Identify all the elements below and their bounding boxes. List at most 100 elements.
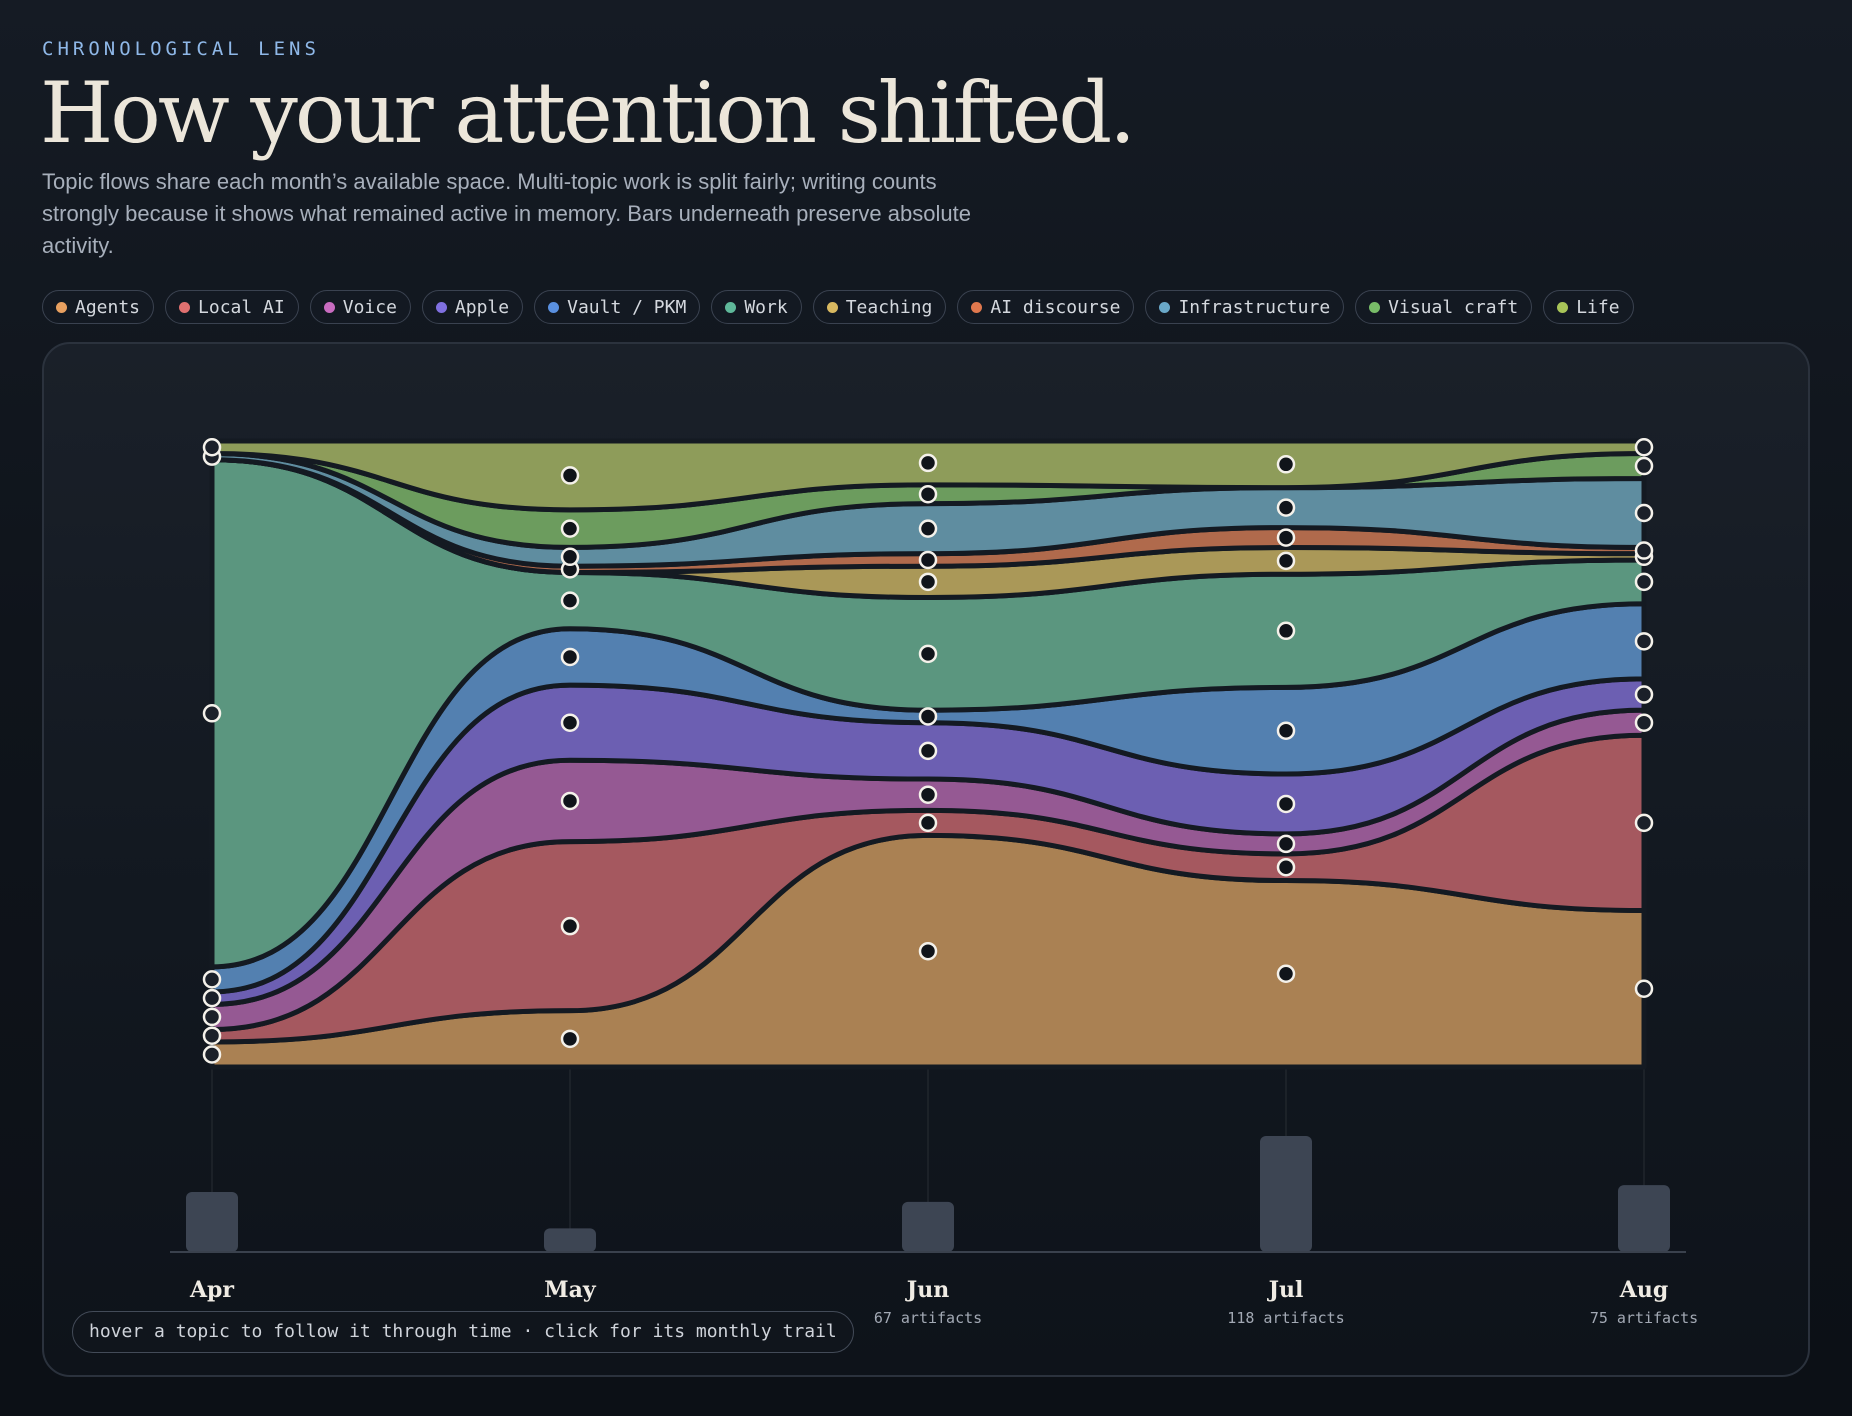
activity-bar-jul[interactable] [1260,1136,1312,1252]
marker-vault-pkm-jun[interactable] [918,707,938,726]
month-label-apr: Apr [189,1277,234,1303]
marker-work-aug[interactable] [1634,572,1654,592]
activity-bar-jun[interactable] [902,1201,954,1252]
marker-apple-jun[interactable] [918,741,938,761]
legend-chip-work[interactable]: Work [711,290,802,324]
legend-label: Life [1576,296,1620,318]
legend-label: Work [744,296,788,318]
marker-infrastructure-aug[interactable] [1634,503,1654,523]
marker-infrastructure-jun[interactable] [918,519,938,538]
streamgraph-chart: Apr May Jun 67 artifacts Jul 118 artifacts Aug… [170,438,1698,1327]
legend-dot-icon [826,301,838,313]
month-labels: Apr May Jun 67 artifacts Jul 118 artifacts Aug… [189,1277,1698,1327]
legend-dot-icon [1557,301,1569,313]
marker-visual-craft-aug[interactable] [1634,456,1654,476]
page-subtitle: Topic flows share each month’s available… [42,169,971,258]
legend-label: Voice [342,296,397,318]
marker-apple-jul[interactable] [1276,794,1296,814]
legend-label: Infrastructure [1178,296,1331,318]
marker-life-jun[interactable] [918,453,938,473]
marker-ai-discourse-aug[interactable] [1634,541,1654,560]
marker-visual-craft-jun[interactable] [918,484,938,504]
legend-dot-icon [725,301,737,313]
marker-life-apr[interactable] [202,438,222,457]
interaction-hint: hover a topic to follow it through time … [72,1311,854,1353]
marker-work-jun[interactable] [918,644,938,664]
marker-work-apr[interactable] [202,704,222,723]
month-label-aug: Aug [1619,1277,1668,1303]
activity-bar-may[interactable] [544,1228,596,1252]
artifact-count-jul: 118 artifacts [1227,1309,1344,1327]
marker-ai-discourse-jun[interactable] [918,550,938,570]
marker-apple-aug[interactable] [1634,685,1654,704]
marker-vault-pkm-aug[interactable] [1634,632,1654,651]
marker-agents-aug[interactable] [1634,979,1654,998]
marker-local-ai-jul[interactable] [1276,857,1296,877]
legend-dot-icon [435,301,447,313]
artifact-count-aug: 75 artifacts [1590,1309,1698,1327]
legend-dot-icon [971,301,983,313]
month-label-jun: Jun [905,1277,949,1303]
marker-apple-apr[interactable] [202,988,222,1008]
marker-infrastructure-jul[interactable] [1276,498,1296,517]
legend-label: Teaching [845,296,933,318]
legend-chip-ai-discourse[interactable]: AI discourse [957,290,1135,324]
marker-infrastructure-may[interactable] [560,547,580,567]
legend-chip-visual-craft[interactable]: Visual craft [1355,290,1533,324]
activity-bars [186,1136,1670,1252]
month-label-may: May [544,1277,597,1303]
legend-chip-vault-pkm[interactable]: Vault / PKM [534,290,701,324]
marker-visual-craft-may[interactable] [560,519,580,538]
marker-ai-discourse-jul[interactable] [1276,528,1296,547]
marker-vault-pkm-may[interactable] [560,647,580,667]
marker-voice-may[interactable] [560,791,580,811]
legend-dot-icon [1369,301,1381,313]
legend-label: AI discourse [990,296,1121,318]
marker-life-jul[interactable] [1276,455,1296,474]
marker-voice-apr[interactable] [202,1007,222,1027]
month-label-jul: Jul [1267,1277,1304,1303]
topic-legend: Agents Local AI Voice Apple Vault / PKM … [42,290,1634,324]
legend-chip-local-ai[interactable]: Local AI [165,290,299,324]
marker-local-ai-may[interactable] [560,916,580,936]
legend-dot-icon [1159,301,1171,313]
marker-agents-jun[interactable] [918,941,938,961]
marker-agents-jul[interactable] [1276,964,1296,984]
legend-dot-icon [179,301,191,313]
artifact-count-jun: 67 artifacts [874,1309,982,1327]
legend-label: Agents [75,296,141,318]
legend-dot-icon [56,301,67,313]
legend-chip-life[interactable]: Life [1543,290,1634,324]
marker-teaching-jun[interactable] [918,572,938,592]
marker-voice-jul[interactable] [1276,834,1296,854]
legend-dot-icon [323,301,335,313]
page-title: How your attention shifted. [40,64,1136,162]
marker-voice-jun[interactable] [918,785,938,804]
marker-vault-pkm-apr[interactable] [202,970,222,989]
marker-life-aug[interactable] [1634,438,1654,457]
marker-teaching-jul[interactable] [1276,551,1296,571]
legend-label: Vault / PKM [567,296,687,318]
marker-work-jul[interactable] [1276,621,1296,641]
marker-local-ai-jun[interactable] [918,813,938,833]
legend-chip-apple[interactable]: Apple [421,290,524,324]
legend-chip-teaching[interactable]: Teaching [812,290,947,324]
marker-voice-aug[interactable] [1634,713,1654,732]
marker-apple-may[interactable] [560,713,580,732]
eyebrow-label: CHRONOLOGICAL LENS [42,38,320,60]
legend-chip-infrastructure[interactable]: Infrastructure [1145,290,1345,324]
marker-local-ai-apr[interactable] [202,1026,222,1045]
marker-agents-apr[interactable] [202,1045,222,1064]
marker-local-ai-aug[interactable] [1634,813,1654,833]
legend-chip-agents[interactable]: Agents [42,290,155,324]
marker-agents-may[interactable] [560,1029,580,1049]
marker-life-may[interactable] [560,466,580,485]
marker-vault-pkm-jul[interactable] [1276,721,1296,740]
marker-work-may[interactable] [560,591,580,610]
legend-label: Visual craft [1388,296,1519,318]
legend-dot-icon [548,301,560,313]
activity-bar-apr[interactable] [186,1192,238,1252]
activity-bar-aug[interactable] [1618,1185,1670,1252]
legend-chip-voice[interactable]: Voice [309,290,411,324]
legend-label: Apple [454,296,510,318]
